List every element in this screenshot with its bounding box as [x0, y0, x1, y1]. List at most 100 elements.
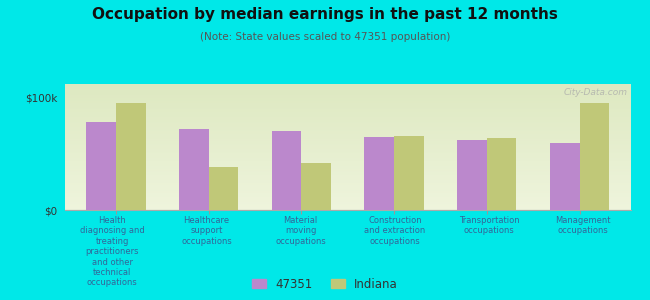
Bar	[86, 122, 116, 210]
Bar	[65, 89, 630, 90]
Bar	[365, 137, 394, 210]
Bar	[65, 137, 630, 139]
Bar	[65, 205, 630, 207]
Bar	[65, 108, 630, 109]
Bar	[65, 127, 630, 128]
Legend: 47351, Indiana: 47351, Indiana	[248, 274, 402, 294]
Bar	[65, 207, 630, 208]
Bar	[65, 183, 630, 185]
Text: Transportation
occupations: Transportation occupations	[459, 216, 519, 236]
Bar	[65, 177, 630, 178]
Bar	[65, 90, 630, 92]
Bar	[302, 163, 331, 210]
Bar	[65, 133, 630, 134]
Bar	[65, 87, 630, 89]
Bar	[65, 160, 630, 161]
Bar	[65, 199, 630, 200]
Bar	[65, 166, 630, 167]
Bar	[65, 114, 630, 116]
Text: Healthcare
support
occupations: Healthcare support occupations	[181, 216, 232, 246]
Bar	[65, 112, 630, 114]
Bar	[65, 191, 630, 193]
Bar	[65, 190, 630, 191]
Bar	[580, 103, 609, 210]
Bar	[65, 164, 630, 166]
Bar	[65, 171, 630, 172]
Bar	[65, 95, 630, 97]
Bar	[65, 116, 630, 117]
Bar	[65, 182, 630, 183]
Bar	[65, 150, 630, 152]
Bar	[65, 111, 630, 112]
Bar	[65, 185, 630, 186]
Bar	[65, 156, 630, 158]
Bar	[65, 128, 630, 130]
Bar	[65, 153, 630, 155]
Bar	[65, 106, 630, 108]
Bar	[65, 134, 630, 136]
Bar	[65, 174, 630, 175]
Bar	[65, 180, 630, 182]
Bar	[65, 167, 630, 169]
Bar	[65, 204, 630, 205]
Bar	[65, 92, 630, 93]
Bar	[65, 194, 630, 196]
Bar	[65, 109, 630, 111]
Bar	[65, 101, 630, 103]
Bar	[65, 152, 630, 153]
Text: Health
diagnosing and
treating
practitioners
and other
technical
occupations: Health diagnosing and treating practitio…	[80, 216, 144, 287]
Bar	[487, 138, 517, 210]
Bar	[394, 136, 424, 210]
Bar	[65, 98, 630, 100]
Bar	[65, 188, 630, 190]
Text: (Note: State values scaled to 47351 population): (Note: State values scaled to 47351 popu…	[200, 32, 450, 41]
Text: Management
occupations: Management occupations	[556, 216, 611, 236]
Bar	[65, 139, 630, 141]
Bar	[65, 144, 630, 146]
Bar	[65, 147, 630, 148]
Bar	[116, 103, 146, 210]
Bar	[65, 158, 630, 160]
Bar	[65, 161, 630, 163]
Bar	[209, 167, 239, 210]
Bar	[65, 141, 630, 142]
Bar	[65, 85, 630, 87]
Text: Occupation by median earnings in the past 12 months: Occupation by median earnings in the pas…	[92, 8, 558, 22]
Bar	[272, 131, 302, 210]
Bar	[65, 100, 630, 101]
Bar	[65, 202, 630, 204]
Bar	[65, 131, 630, 133]
Bar	[65, 163, 630, 164]
Bar	[65, 130, 630, 131]
Bar	[65, 122, 630, 123]
Bar	[65, 103, 630, 104]
Bar	[65, 172, 630, 174]
Bar	[65, 104, 630, 106]
Bar	[65, 123, 630, 125]
Bar	[550, 142, 580, 210]
Bar	[65, 178, 630, 180]
Bar	[65, 169, 630, 171]
Bar	[65, 197, 630, 199]
Bar	[65, 200, 630, 202]
Bar	[457, 140, 487, 210]
Bar	[65, 93, 630, 95]
Bar	[65, 146, 630, 147]
Bar	[65, 148, 630, 150]
Bar	[65, 118, 630, 120]
Bar	[65, 142, 630, 144]
Bar	[65, 155, 630, 156]
Bar	[65, 117, 630, 118]
Bar	[65, 125, 630, 127]
Bar	[65, 208, 630, 210]
Bar	[65, 97, 630, 98]
Text: Material
moving
occupations: Material moving occupations	[275, 216, 326, 246]
Bar	[65, 120, 630, 122]
Text: Construction
and extraction
occupations: Construction and extraction occupations	[364, 216, 426, 246]
Bar	[179, 129, 209, 210]
Bar	[65, 193, 630, 194]
Bar	[65, 136, 630, 137]
Bar	[65, 175, 630, 177]
Bar	[65, 84, 630, 86]
Bar	[65, 186, 630, 188]
